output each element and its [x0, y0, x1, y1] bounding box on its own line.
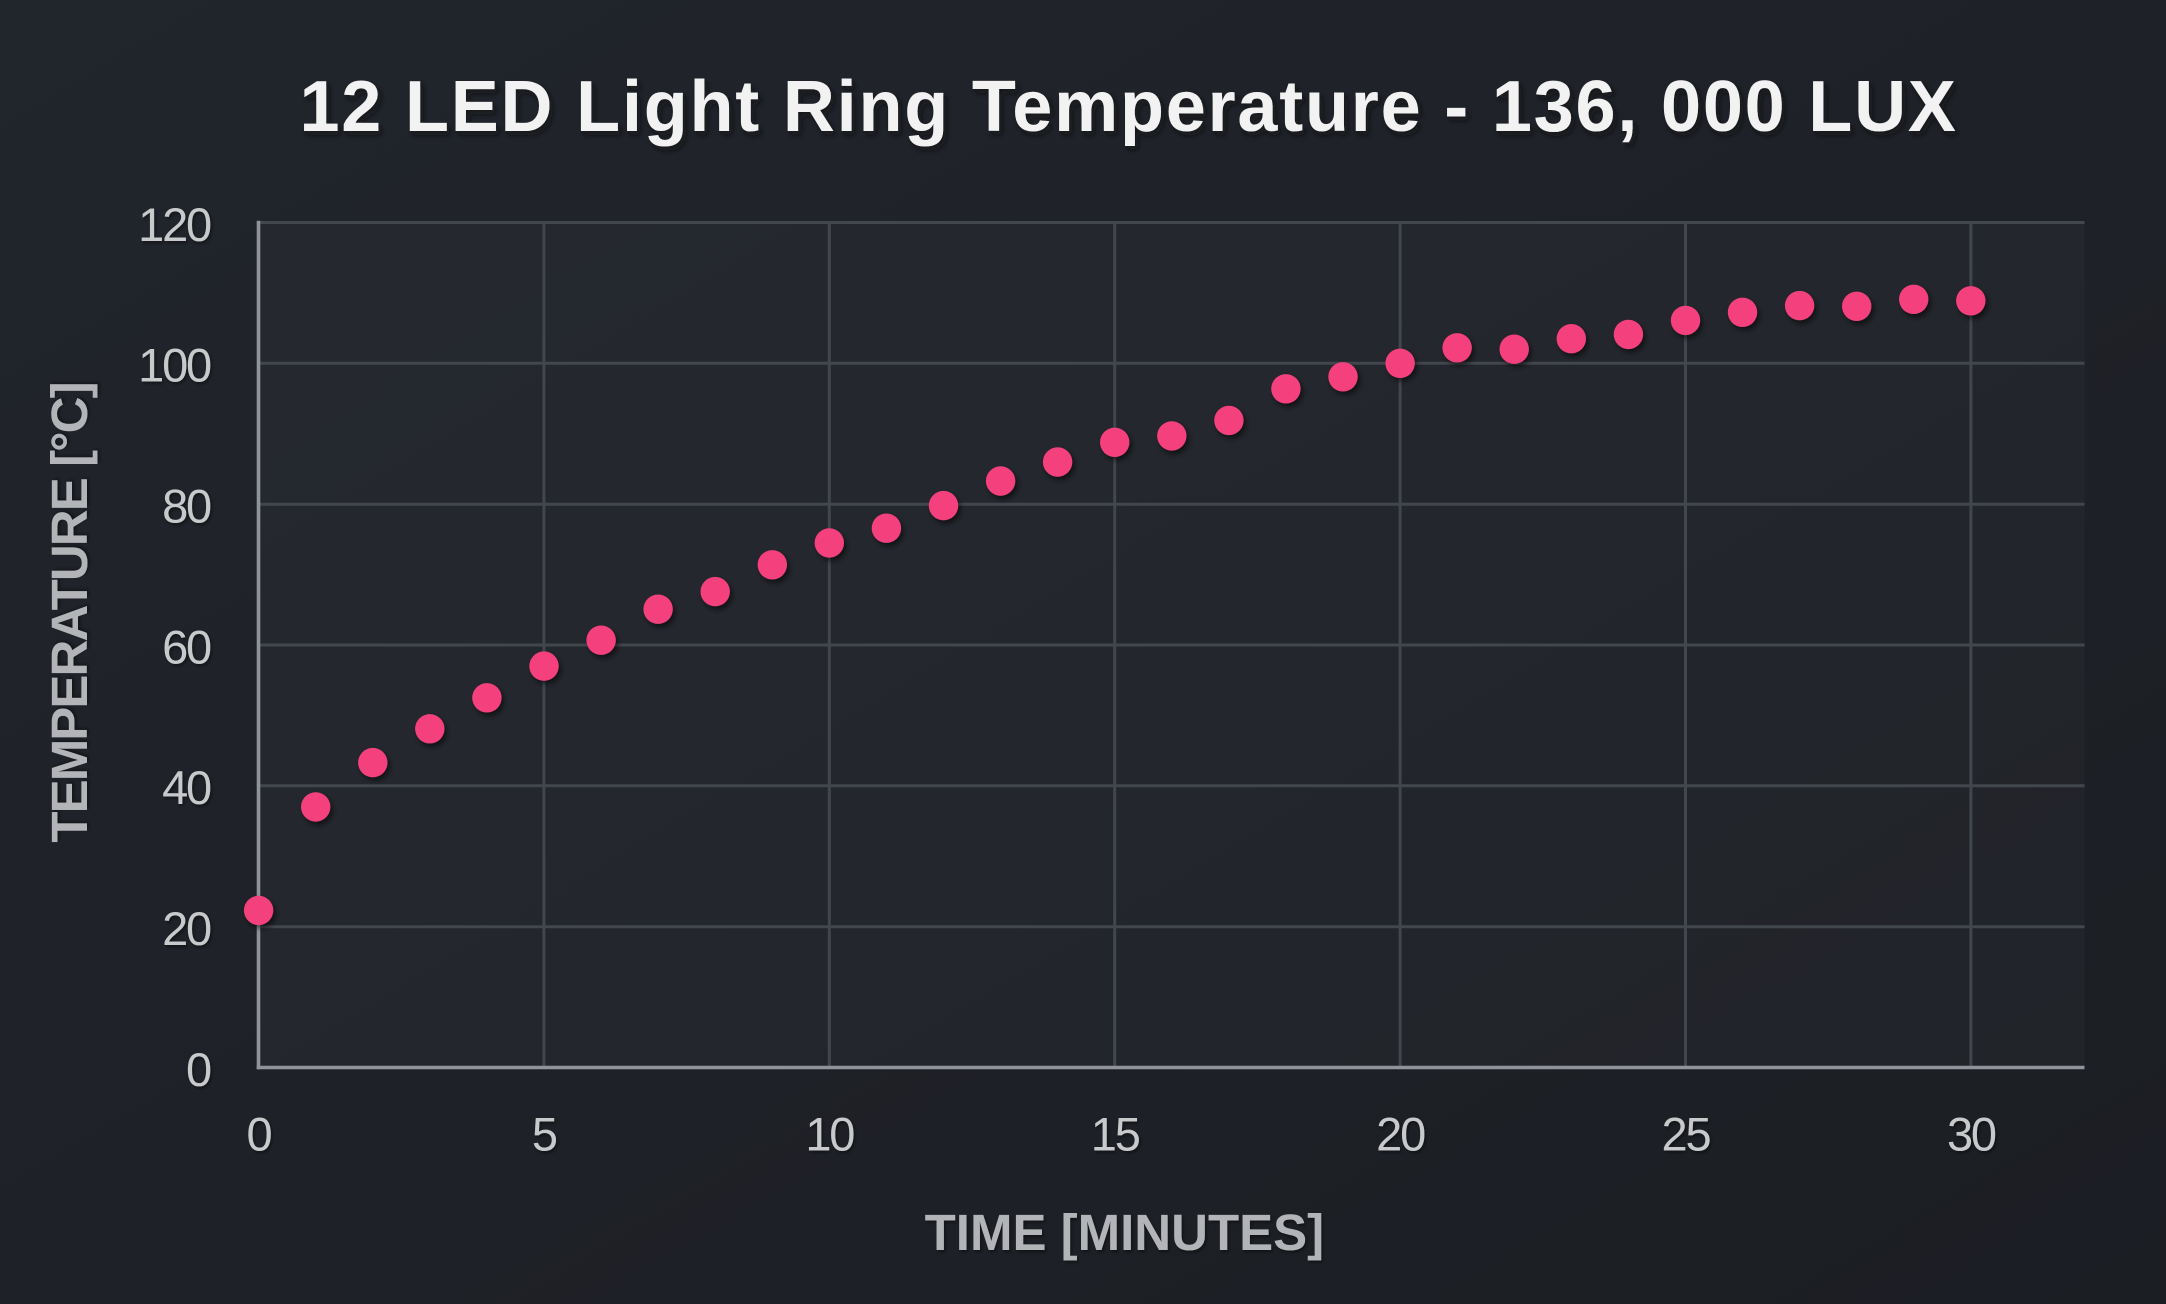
svg-text:60: 60	[162, 620, 211, 673]
svg-text:15: 15	[1091, 1107, 1140, 1160]
svg-text:40: 40	[162, 761, 211, 814]
svg-text:100: 100	[138, 339, 211, 392]
svg-text:20: 20	[162, 902, 211, 955]
svg-text:TEMPERATURE [°C]: TEMPERATURE [°C]	[41, 383, 98, 842]
svg-text:0: 0	[186, 1043, 211, 1096]
svg-text:30: 30	[1947, 1107, 1996, 1160]
svg-text:25: 25	[1662, 1107, 1711, 1160]
svg-text:20: 20	[1376, 1107, 1425, 1160]
svg-text:5: 5	[532, 1107, 557, 1160]
svg-text:TIME [MINUTES]: TIME [MINUTES]	[925, 1204, 1324, 1261]
svg-text:12 LED Light Ring Temperature: 12 LED Light Ring Temperature - 136, 000…	[299, 67, 1957, 147]
svg-text:80: 80	[162, 480, 211, 533]
svg-text:10: 10	[805, 1107, 854, 1160]
svg-text:120: 120	[138, 198, 211, 251]
svg-text:0: 0	[247, 1107, 272, 1160]
